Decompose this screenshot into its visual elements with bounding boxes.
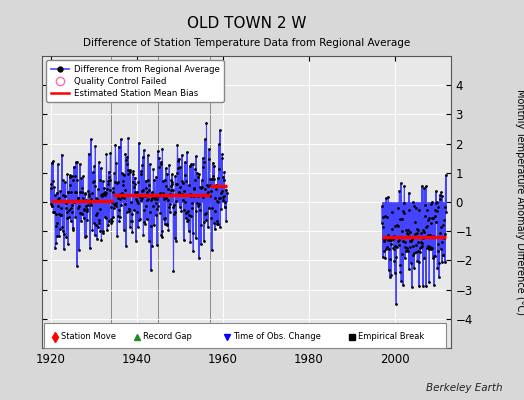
Text: Empirical Break: Empirical Break — [358, 332, 424, 342]
Text: Record Gap: Record Gap — [143, 332, 192, 342]
Text: Station Move: Station Move — [61, 332, 116, 342]
Text: Difference of Station Temperature Data from Regional Average: Difference of Station Temperature Data f… — [83, 38, 410, 48]
Text: OLD TOWN 2 W: OLD TOWN 2 W — [187, 16, 306, 31]
FancyBboxPatch shape — [44, 323, 446, 348]
Text: Time of Obs. Change: Time of Obs. Change — [233, 332, 321, 342]
Text: Berkeley Earth: Berkeley Earth — [427, 383, 503, 393]
Legend: Difference from Regional Average, Quality Control Failed, Estimated Station Mean: Difference from Regional Average, Qualit… — [46, 60, 224, 102]
Y-axis label: Monthly Temperature Anomaly Difference (°C): Monthly Temperature Anomaly Difference (… — [515, 89, 524, 315]
